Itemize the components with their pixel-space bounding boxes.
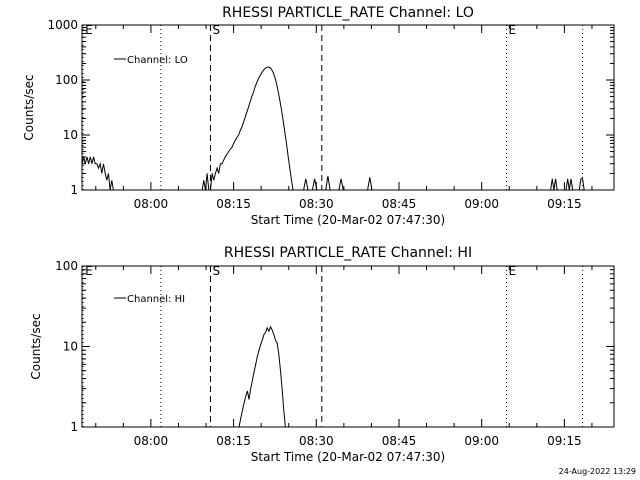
x-tick-label: 08:30 xyxy=(299,434,334,448)
series-line-0 xyxy=(81,156,116,191)
x-tick-label: 08:45 xyxy=(382,197,417,211)
x-axis-label: Start Time (20-Mar-02 07:47:30) xyxy=(251,213,445,227)
x-tick-label: 08:00 xyxy=(134,197,169,211)
series-line-0 xyxy=(578,178,585,191)
x-tick-label: 08:30 xyxy=(299,197,334,211)
x-tick-label: 08:00 xyxy=(134,434,169,448)
series-line-0 xyxy=(338,178,344,191)
series-line-0 xyxy=(303,178,309,191)
legend-entry: Channel: LO xyxy=(127,55,188,66)
y-tick-label: 100 xyxy=(55,259,78,273)
series-line-0 xyxy=(565,178,574,191)
y-tick-label: 100 xyxy=(55,73,78,87)
marker-label: S xyxy=(212,23,220,37)
marker-label: E xyxy=(85,23,93,37)
series-line-0 xyxy=(238,325,286,428)
plot-frame xyxy=(81,265,615,428)
x-tick-label: 08:15 xyxy=(216,434,251,448)
timestamp-footer: 24-Aug-2022 13:29 xyxy=(559,467,636,476)
x-tick-label: 09:00 xyxy=(464,197,499,211)
series-line-0 xyxy=(325,175,331,191)
series-line-0 xyxy=(550,178,558,191)
y-tick-label: 1 xyxy=(70,420,78,434)
plot-frame xyxy=(81,24,615,191)
chart-title: RHESSI PARTICLE_RATE Channel: LO xyxy=(222,5,474,21)
marker-label: S xyxy=(212,264,220,278)
legend-entry: Channel: HI xyxy=(127,294,185,305)
y-tick-label: 10 xyxy=(63,340,78,354)
x-tick-label: 09:00 xyxy=(464,434,499,448)
y-tick-label: 10 xyxy=(63,128,78,142)
y-axis-label: Counts/sec xyxy=(22,74,36,140)
marker-label: E xyxy=(508,23,516,37)
x-tick-label: 08:15 xyxy=(216,197,251,211)
y-axis-label: Counts/sec xyxy=(29,313,43,379)
panel-hi: RHESSI PARTICLE_RATE Channel: HI Start Ti… xyxy=(29,245,615,464)
panel-lo: RHESSI PARTICLE_RATE Channel: LO Start Ti… xyxy=(22,5,615,227)
x-tick-label: 08:45 xyxy=(382,434,417,448)
y-tick-label: 1 xyxy=(70,183,78,197)
series-line-0 xyxy=(367,177,373,191)
series-line-0 xyxy=(201,66,294,191)
chart-title: RHESSI PARTICLE_RATE Channel: HI xyxy=(224,245,472,261)
x-tick-label: 09:15 xyxy=(547,197,582,211)
x-axis-label: Start Time (20-Mar-02 07:47:30) xyxy=(251,450,445,464)
x-tick-label: 09:15 xyxy=(547,434,582,448)
marker-label: E xyxy=(85,264,93,278)
series-line-0 xyxy=(311,178,318,191)
y-tick-label: 1000 xyxy=(47,18,78,32)
marker-label: E xyxy=(508,264,516,278)
